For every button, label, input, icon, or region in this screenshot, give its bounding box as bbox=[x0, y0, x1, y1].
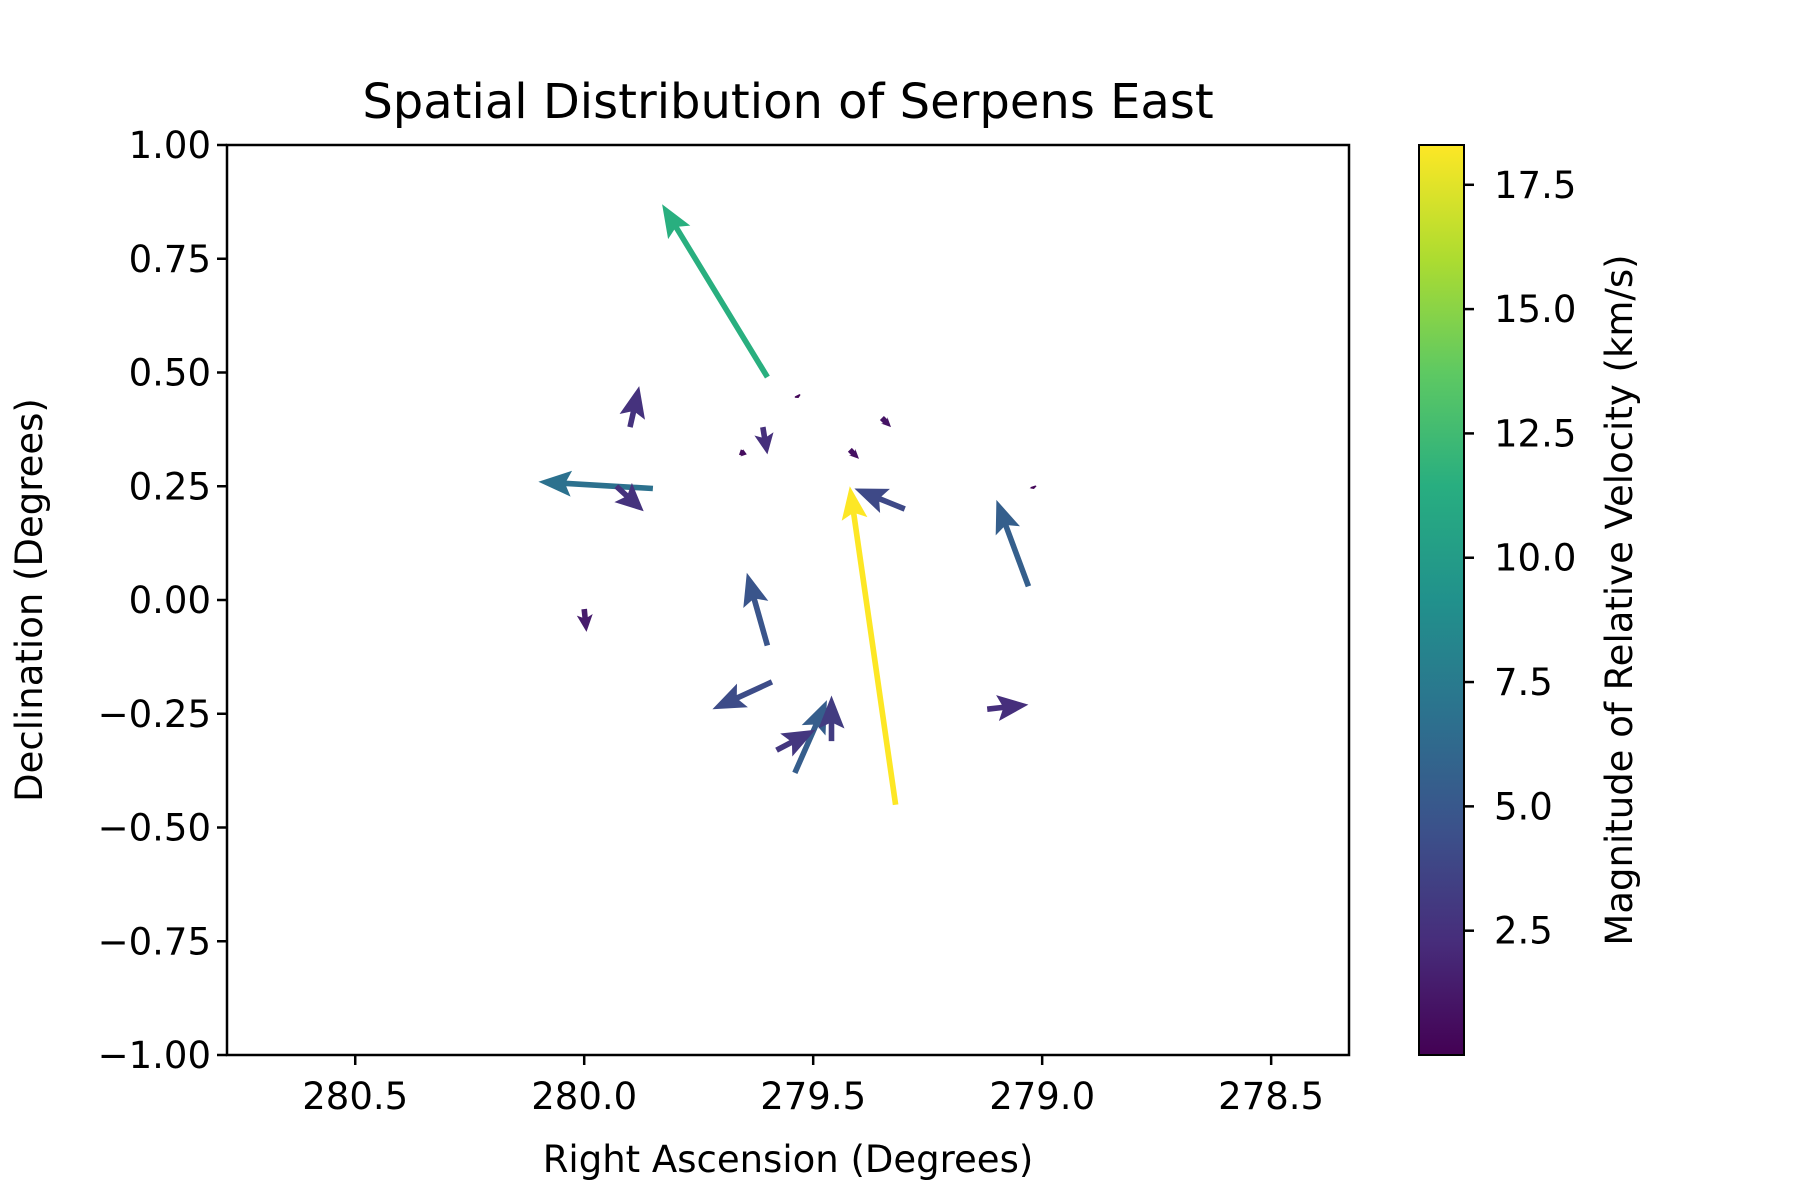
y-tick-label: 0.75 bbox=[129, 238, 211, 281]
velocity-arrow bbox=[986, 695, 1029, 721]
y-tick-label: 1.00 bbox=[129, 124, 211, 167]
y-tick-label: −0.25 bbox=[98, 693, 211, 736]
velocity-arrow bbox=[619, 386, 645, 428]
velocity-arrow bbox=[792, 700, 827, 774]
x-tick-label: 279.0 bbox=[989, 1075, 1095, 1118]
y-tick-label: −0.75 bbox=[98, 920, 211, 963]
velocity-arrow bbox=[995, 499, 1032, 588]
colorbar-tick-label: 5.0 bbox=[1494, 785, 1553, 828]
colorbar-tick-label: 17.5 bbox=[1494, 164, 1576, 207]
y-axis-label: Declination (Degrees) bbox=[8, 398, 51, 802]
colorbar-tick-label: 15.0 bbox=[1494, 288, 1576, 331]
x-tick-label: 280.0 bbox=[531, 1075, 637, 1118]
colorbar-tick-label: 12.5 bbox=[1494, 412, 1576, 455]
velocity-arrow bbox=[1029, 485, 1037, 489]
colorbar-tick-label: 2.5 bbox=[1494, 910, 1553, 953]
y-tick-label: −0.50 bbox=[98, 807, 211, 850]
y-tick-label: −1.00 bbox=[98, 1034, 211, 1077]
colorbar bbox=[1418, 144, 1465, 1056]
x-tick-label: 280.5 bbox=[302, 1075, 408, 1118]
velocity-arrow bbox=[775, 729, 816, 757]
y-tick-label: 0.00 bbox=[129, 579, 211, 622]
y-tick-label: 0.50 bbox=[129, 352, 211, 395]
velocity-arrow bbox=[847, 447, 859, 459]
velocity-arrow bbox=[793, 394, 802, 398]
x-axis-label: Right Ascension (Degrees) bbox=[543, 1138, 1034, 1181]
colorbar-axis: 2.5 5.0 7.5 10.0 12.5 15.0 17.5 bbox=[1464, 164, 1576, 953]
chart-title: Spatial Distribution of Serpens East bbox=[362, 74, 1213, 130]
y-tick-label: 0.25 bbox=[129, 465, 211, 508]
velocity-arrow bbox=[662, 204, 770, 379]
velocity-arrow bbox=[743, 572, 771, 647]
vector-layer bbox=[538, 204, 1037, 806]
y-axis: 1.00 0.75 0.50 0.25 0.00 −0.25 −0.50 −0.75 −1.00 bbox=[98, 124, 227, 1077]
x-axis: 280.5 280.0 279.5 279.0 278.5 bbox=[302, 1055, 1324, 1118]
velocity-arrow bbox=[576, 608, 593, 632]
colorbar-label: Magnitude of Relative Velocity (km/s) bbox=[1598, 254, 1641, 945]
velocity-arrow bbox=[614, 482, 644, 512]
velocity-arrow bbox=[818, 695, 845, 742]
velocity-arrow bbox=[712, 679, 774, 710]
velocity-arrow bbox=[854, 488, 906, 513]
plot-frame bbox=[225, 143, 1351, 1057]
velocity-arrow bbox=[841, 486, 899, 806]
x-tick-label: 279.5 bbox=[760, 1075, 866, 1118]
x-tick-label: 278.5 bbox=[1218, 1075, 1324, 1118]
velocity-arrow bbox=[879, 416, 891, 428]
colorbar-tick-label: 10.0 bbox=[1494, 537, 1576, 580]
colorbar-tick-label: 7.5 bbox=[1494, 661, 1553, 704]
velocity-arrow bbox=[739, 448, 747, 457]
velocity-arrow bbox=[538, 470, 654, 497]
velocity-arrow bbox=[754, 426, 774, 455]
